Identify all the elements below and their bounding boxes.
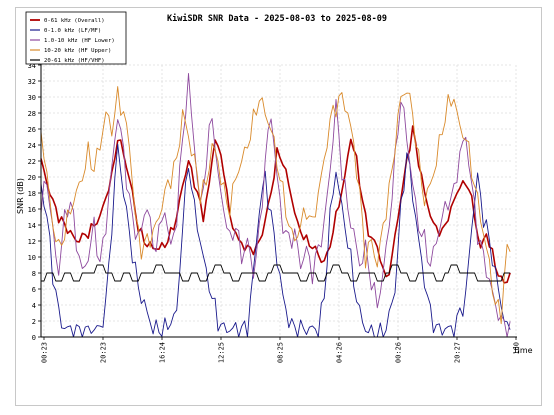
y-tick-label: 12: [28, 238, 36, 246]
x-tick-label: 16:24: [159, 342, 167, 363]
x-axis-label: Time: [512, 346, 533, 355]
axes: [40, 63, 517, 338]
x-tick-label: 12:25: [218, 342, 226, 363]
y-tick-label: 18: [28, 190, 36, 198]
chart-frame: [15, 7, 542, 406]
y-tick-label: 26: [28, 126, 36, 134]
legend-label: 20-61 kHz (HF/VHF): [44, 58, 105, 64]
y-tick-label: 32: [28, 78, 36, 86]
series-line-3: [40, 86, 511, 325]
y-tick-label: 20: [28, 174, 36, 182]
legend: 0-61 kHz (Overall) 0-1.0 kHz (LF/MF) 1.0-1…: [25, 11, 127, 65]
y-tick-label: 0: [32, 334, 36, 342]
y-tick-label: 2: [32, 318, 36, 326]
x-tick-label: 20:23: [100, 342, 108, 363]
series-line-2: [40, 73, 511, 338]
y-tick-label: 8: [32, 270, 36, 278]
x-tick-label: 08:25: [277, 342, 285, 363]
chart-title: KiwiSDR SNR Data - 2025-08-03 to 2025-08…: [167, 13, 387, 24]
y-tick-label: 24: [28, 142, 36, 150]
y-tick-label: 6: [32, 286, 36, 294]
x-tick-label: 00:26: [395, 342, 403, 363]
legend-label: 0-61 kHz (Overall): [44, 18, 105, 24]
y-tick-label: 30: [28, 94, 36, 102]
series-line-4: [41, 264, 511, 282]
y-tick-label: 10: [28, 254, 36, 262]
y-tick-label: 16: [28, 206, 36, 214]
y-tick-label: 34: [28, 62, 36, 70]
legend-label: 1.0-10 kHz (HF Lower): [44, 38, 115, 44]
x-tick-label: 04:26: [336, 342, 344, 363]
legend-label: 10-20 kHz (HF Upper): [44, 48, 111, 54]
plot-background: [41, 65, 513, 337]
y-tick-label: 28: [28, 110, 36, 118]
x-tick-label: 00:23: [41, 342, 49, 363]
y-axis-label: SNR (dB): [16, 178, 25, 214]
x-tick-label: 20:27: [454, 342, 462, 363]
plot-area: [41, 65, 513, 337]
x-axis-ticks: 00:23 20:23 16:24 12:25 08:25 04:26 00:26 20:27…: [41, 337, 521, 363]
legend-box: [25, 11, 127, 65]
y-tick-label: 14: [28, 222, 36, 230]
y-tick-label: 4: [32, 302, 36, 310]
series-group: [40, 73, 511, 338]
series-line-1: [40, 143, 511, 338]
x-tick-label: 160: [513, 342, 521, 355]
grid: [41, 64, 517, 338]
legend-label: 0-1.0 kHz (LF/MF): [44, 28, 101, 34]
y-tick-label: 22: [28, 158, 36, 166]
